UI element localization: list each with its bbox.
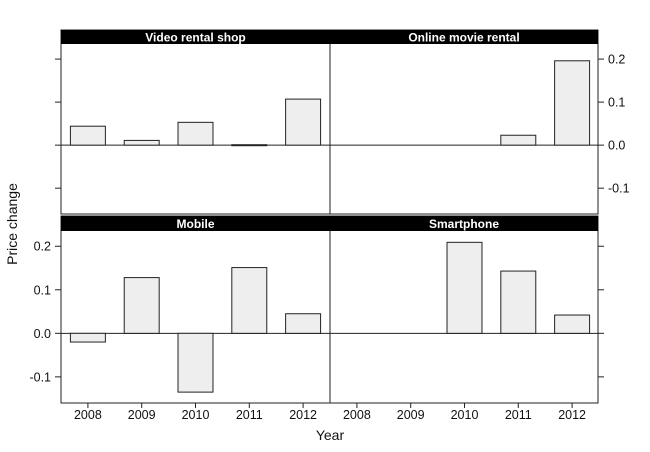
bars-layer xyxy=(61,60,598,393)
x-tick-label: 2008 xyxy=(343,408,371,422)
y-tick-label: 0.1 xyxy=(608,96,625,110)
bar xyxy=(69,332,106,343)
y-tick-label: 0.2 xyxy=(34,240,51,254)
panel-strip xyxy=(61,216,330,231)
y-tick-label: -0.1 xyxy=(29,370,51,384)
bar xyxy=(231,144,268,147)
x-tick-label: 2011 xyxy=(505,408,532,422)
x-tick-label: 2009 xyxy=(128,408,156,422)
bar xyxy=(231,267,268,334)
axes-layer: -0.1 -0.1 0.0 0.0 0.1 0.1 0.2 0.2 2008 2009 2010 20… xyxy=(29,53,629,422)
bar xyxy=(554,314,591,334)
bar xyxy=(500,134,537,146)
x-tick-label: 2012 xyxy=(289,408,317,422)
bar xyxy=(177,332,214,393)
y-tick-label: 0.2 xyxy=(608,53,625,67)
panel-title: Online movie rental xyxy=(408,31,519,45)
y-tick-label: -0.1 xyxy=(608,182,630,196)
y-tick-label: 0.1 xyxy=(34,283,51,297)
x-tick-label: 2011 xyxy=(236,408,263,422)
x-tick-label: 2010 xyxy=(451,408,479,422)
x-axis-title: Year xyxy=(316,427,345,443)
y-tick-label: 0.0 xyxy=(608,139,625,153)
bar xyxy=(554,60,591,146)
bar xyxy=(285,98,322,146)
x-tick-label: 2010 xyxy=(182,408,210,422)
bar xyxy=(285,313,322,334)
bar xyxy=(446,241,483,334)
bar xyxy=(123,277,160,334)
bar xyxy=(177,121,214,146)
y-tick-label: 0.0 xyxy=(34,327,51,341)
bar xyxy=(69,125,106,146)
bar xyxy=(500,270,537,334)
panel-title: Video rental shop xyxy=(145,31,245,45)
bar xyxy=(123,139,160,146)
panel-title: Smartphone xyxy=(429,217,499,231)
x-tick-label: 2012 xyxy=(558,408,586,422)
panel-strip xyxy=(330,216,598,231)
strips-layer: Video rental shop Online movie rental Mobi… xyxy=(61,30,598,231)
x-tick-label: 2008 xyxy=(74,408,102,422)
panel-strip xyxy=(330,30,598,44)
x-tick-label: 2009 xyxy=(397,408,425,422)
panel-title: Mobile xyxy=(177,217,215,231)
y-axis-title: Price change xyxy=(4,183,20,265)
panel-strip xyxy=(61,30,330,44)
